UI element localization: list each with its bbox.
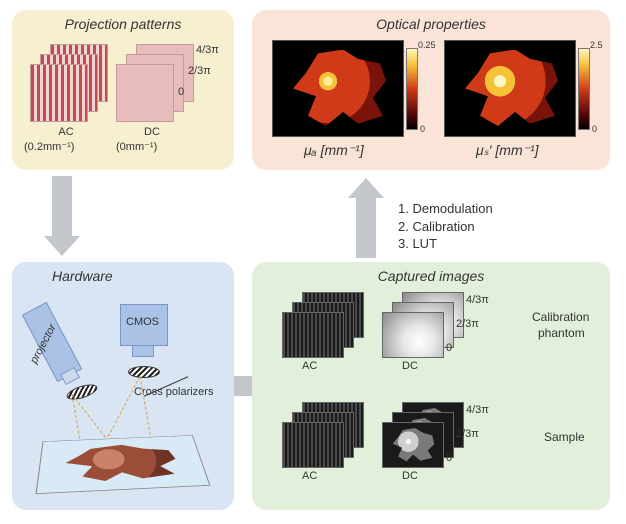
hardware-title: Hardware — [52, 268, 113, 284]
cal-dc-label: DC — [402, 360, 418, 372]
calibration-phantom-label-2: phantom — [538, 326, 585, 340]
mus-cbar-min: 0 — [592, 124, 597, 134]
mua-cbar-min: 0 — [420, 124, 425, 134]
step-2: 2. Calibration — [398, 218, 493, 236]
samp-phase2: 4/3π — [466, 404, 489, 416]
polarizer-2-icon — [128, 366, 160, 378]
samp-phase0: 0 — [446, 452, 452, 464]
captured-title: Captured images — [378, 268, 485, 284]
samp-phase1: 2/3π — [456, 428, 479, 440]
cross-polarizers-label: Cross polarizers — [134, 386, 213, 398]
cmos-label: CMOS — [126, 316, 159, 328]
step-1: 1. Demodulation — [398, 200, 493, 218]
sample-tissue-icon — [59, 443, 185, 484]
cal-ac-label: AC — [302, 360, 317, 372]
mus-colorbar — [578, 48, 590, 130]
cmos-lens-icon — [132, 345, 154, 357]
sample-label: Sample — [544, 430, 585, 444]
mus-image — [444, 40, 576, 137]
mus-caption: μₛ′ [mm⁻¹] — [476, 142, 539, 159]
ac-label-2: (0.2mm⁻¹) — [24, 140, 74, 153]
step-3: 3. LUT — [398, 235, 493, 253]
mua-colorbar — [406, 48, 418, 130]
samp-ac-label: AC — [302, 470, 317, 482]
polarizer-1-icon — [65, 381, 99, 402]
optical-title: Optical properties — [376, 16, 486, 32]
hardware-panel: Hardware projector CMOS Cross polarizers — [12, 262, 234, 510]
processing-steps: 1. Demodulation 2. Calibration 3. LUT — [398, 200, 493, 253]
captured-images-panel: Captured images 4/3π 2/3π 0 AC DC 4/3π 2… — [252, 262, 610, 510]
samp-dc-label: DC — [402, 470, 418, 482]
projection-patterns-panel: Projection patterns 4/3π 2/3π 0 AC (0.2m… — [12, 10, 234, 170]
dc-label-1: DC — [132, 126, 172, 138]
cal-phase1: 2/3π — [456, 318, 479, 330]
optical-properties-panel: Optical properties 0.25 0 2.5 0 μₐ [mm⁻¹… — [252, 10, 610, 170]
phase-label-1: 2/3π — [188, 65, 211, 77]
projection-title: Projection patterns — [65, 16, 182, 32]
phase-label-2: 4/3π — [196, 44, 219, 56]
cal-phase0: 0 — [446, 342, 452, 354]
beam-3 — [103, 376, 141, 445]
mua-cbar-max: 0.25 — [418, 40, 436, 50]
calibration-phantom-label-1: Calibration — [532, 310, 589, 324]
ac-label-1: AC — [46, 126, 86, 138]
mus-cbar-max: 2.5 — [590, 40, 603, 50]
dc-label-2: (0mm⁻¹) — [116, 140, 157, 153]
sample-plate — [36, 435, 211, 494]
cal-phase2: 4/3π — [466, 294, 489, 306]
mua-caption: μₐ [mm⁻¹] — [304, 142, 364, 159]
phase-label-0: 0 — [178, 86, 184, 98]
mua-image — [272, 40, 404, 137]
